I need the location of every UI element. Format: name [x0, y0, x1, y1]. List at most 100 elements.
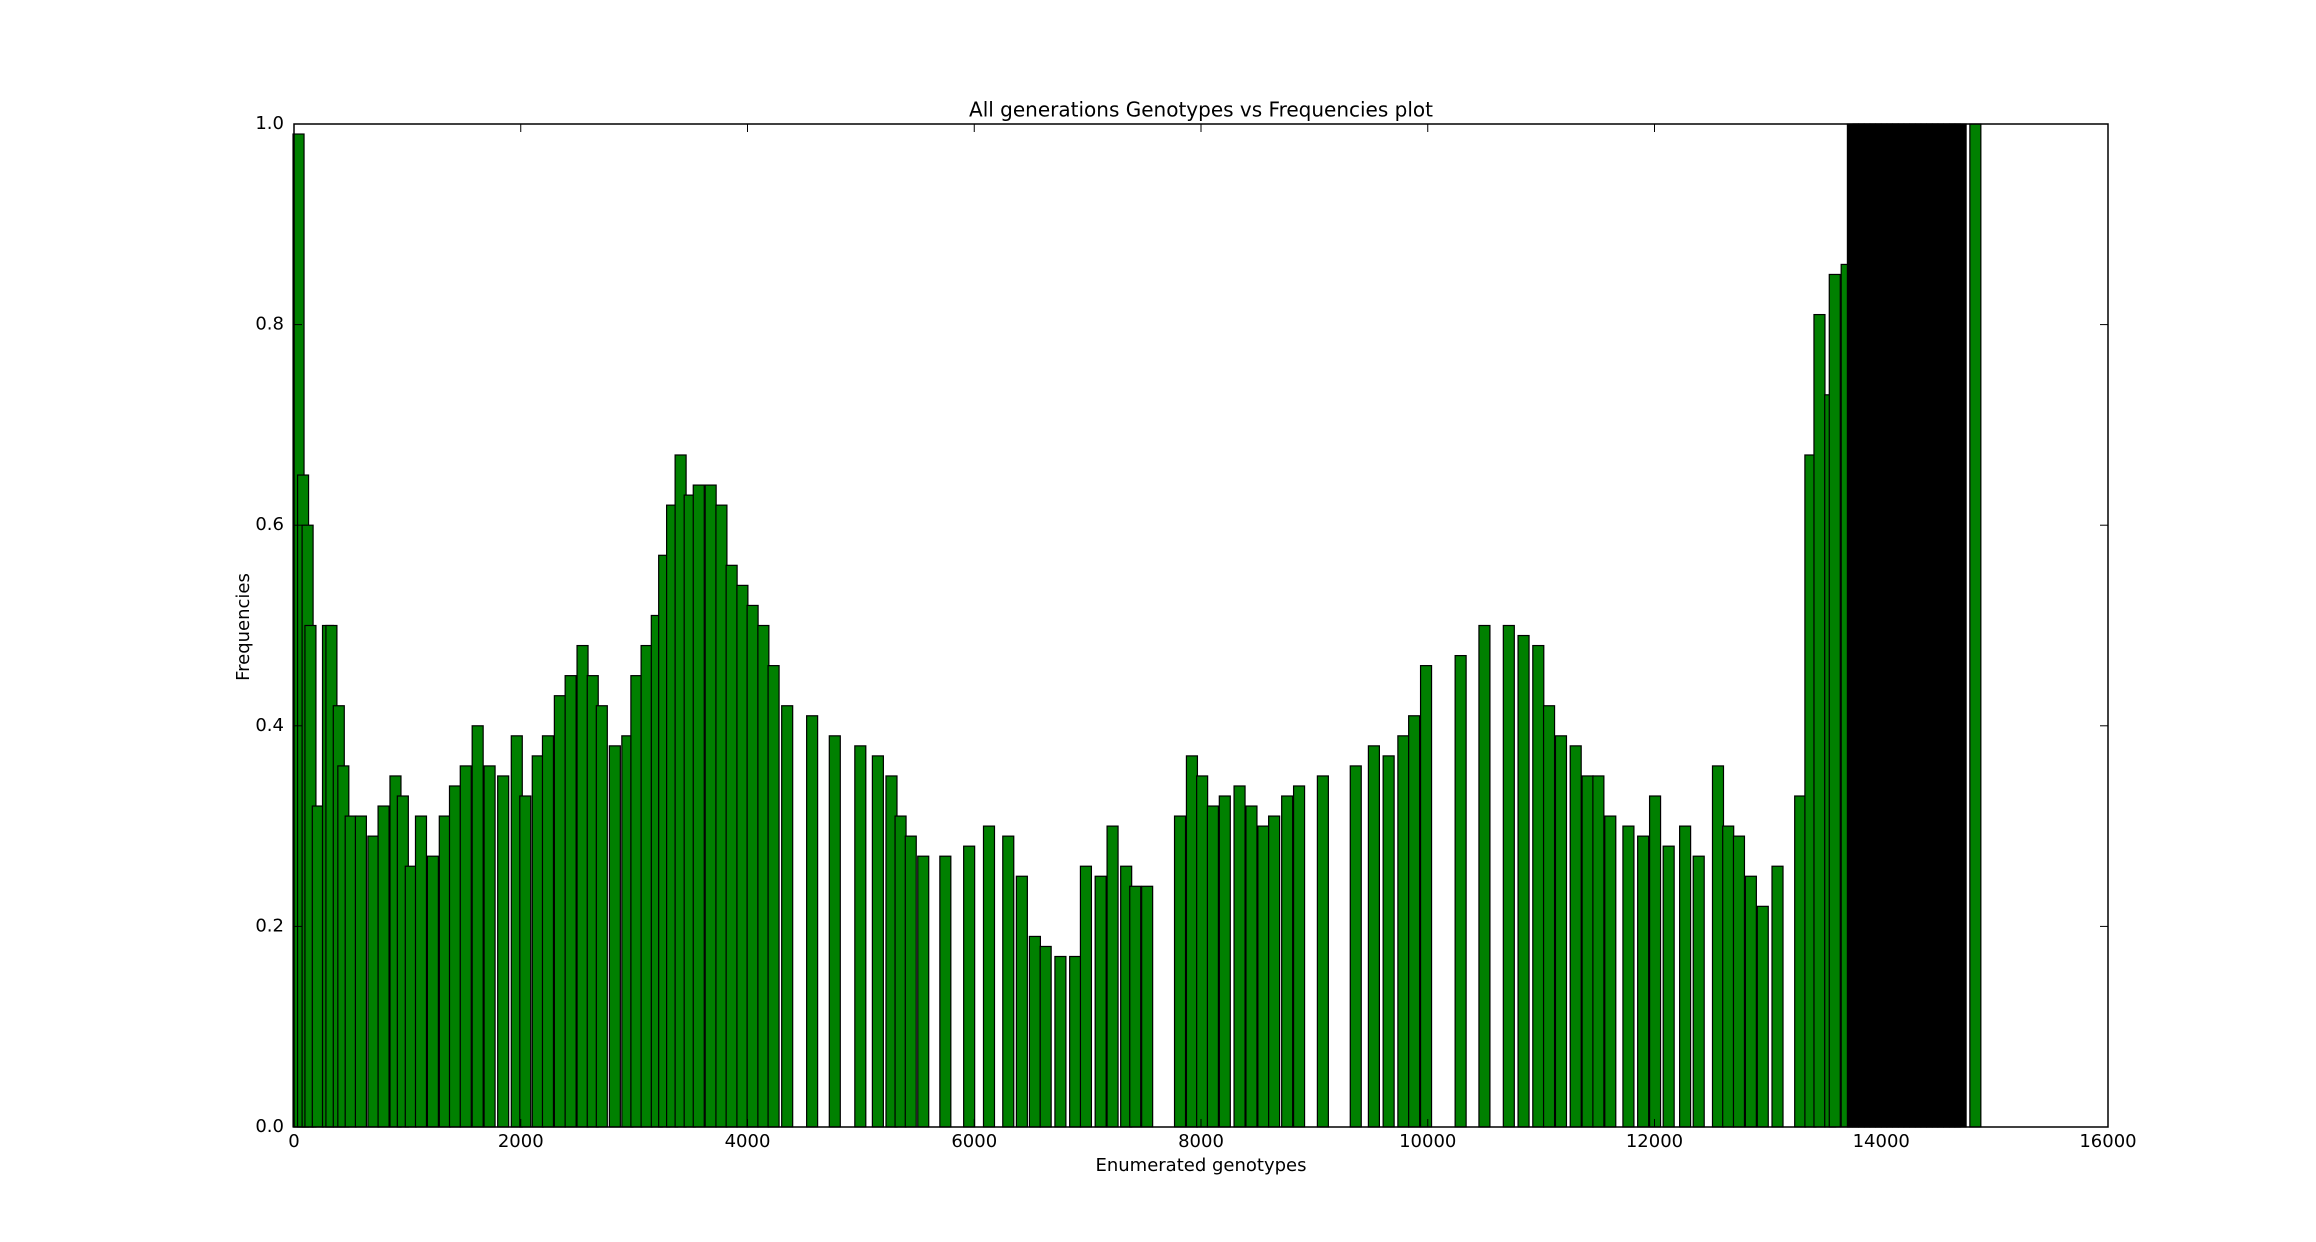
bar — [1173, 815, 1187, 1128]
bar — [1517, 634, 1530, 1128]
bar — [854, 745, 867, 1128]
bar — [704, 484, 717, 1128]
x-tick-label: 16000 — [2079, 1131, 2136, 1152]
bar — [1281, 795, 1294, 1128]
bar — [1069, 955, 1082, 1128]
bar — [1679, 825, 1692, 1128]
bar — [1722, 825, 1735, 1128]
bar — [311, 805, 324, 1128]
y-tick-label: 1.0 — [255, 113, 284, 134]
bar — [1771, 865, 1784, 1128]
bar — [1622, 825, 1635, 1128]
bar — [1581, 775, 1594, 1128]
bar — [1106, 825, 1119, 1128]
bar — [1813, 313, 1826, 1128]
bar — [1662, 845, 1675, 1128]
bar — [982, 825, 996, 1128]
bar — [1039, 945, 1052, 1128]
bar — [354, 815, 367, 1128]
bar — [1554, 735, 1568, 1128]
bar — [1316, 775, 1329, 1128]
bar — [553, 695, 566, 1128]
bar — [1732, 835, 1746, 1128]
y-axis-label: Frequencies — [233, 573, 254, 681]
bar — [917, 855, 930, 1128]
x-tick-label: 4000 — [725, 1131, 771, 1152]
bar — [576, 644, 589, 1128]
bar — [1141, 885, 1154, 1128]
bar — [757, 624, 770, 1128]
bar — [519, 795, 532, 1128]
bar — [377, 805, 390, 1128]
bar — [531, 755, 544, 1128]
bar — [1454, 654, 1467, 1128]
bar — [871, 755, 884, 1128]
x-tick-label: 10000 — [1399, 1131, 1456, 1152]
x-axis-label: Enumerated genotypes — [1095, 1155, 1306, 1176]
bar — [438, 815, 451, 1128]
bar — [1257, 825, 1270, 1128]
bar — [904, 835, 917, 1128]
x-tick-label: 8000 — [1178, 1131, 1224, 1152]
y-tick-label: 0.6 — [255, 514, 284, 535]
y-tick-label: 0.4 — [255, 715, 284, 736]
bar — [1094, 875, 1107, 1128]
bar — [1532, 644, 1545, 1128]
bar — [1569, 745, 1582, 1128]
y-tick-label: 0.8 — [255, 314, 284, 335]
x-tick-label: 12000 — [1626, 1131, 1683, 1152]
bar — [404, 865, 417, 1128]
bar — [448, 785, 462, 1128]
bar — [1397, 735, 1410, 1128]
bar — [1079, 865, 1093, 1128]
chart-title: All generations Genotypes vs Frequencies… — [969, 98, 1433, 122]
bar — [1268, 815, 1281, 1128]
bar — [367, 835, 380, 1128]
bar — [1756, 905, 1769, 1128]
bar — [828, 735, 841, 1128]
bar — [1196, 775, 1209, 1128]
bar — [414, 815, 428, 1128]
bar — [1233, 785, 1246, 1128]
bar — [426, 855, 439, 1128]
bar — [541, 735, 555, 1128]
bar — [1794, 795, 1807, 1128]
bar — [1129, 885, 1142, 1128]
bar — [1185, 755, 1199, 1128]
bar — [767, 665, 780, 1128]
x-tick-label: 6000 — [951, 1131, 997, 1152]
bar — [1692, 855, 1705, 1128]
bar — [806, 715, 819, 1128]
bar — [781, 705, 794, 1128]
bar — [1711, 765, 1725, 1128]
bar — [1002, 835, 1015, 1128]
bar — [1292, 785, 1306, 1128]
x-tick-label: 0 — [288, 1131, 299, 1152]
bar — [1954, 123, 1967, 1128]
bar — [595, 705, 608, 1128]
bar — [1245, 805, 1258, 1128]
bar — [1218, 795, 1231, 1128]
bar — [1592, 775, 1605, 1128]
bar — [736, 584, 749, 1128]
bar — [1744, 875, 1757, 1128]
bar — [640, 644, 653, 1128]
bar — [1969, 123, 1982, 1128]
y-tick-label: 0.0 — [255, 1116, 284, 1137]
bar — [1478, 624, 1491, 1128]
bar — [1367, 745, 1380, 1128]
bar — [746, 604, 759, 1128]
bar — [459, 765, 472, 1128]
bar — [1637, 835, 1650, 1128]
bar — [1408, 715, 1421, 1128]
bar — [1015, 875, 1028, 1128]
bar — [692, 484, 705, 1128]
y-tick-label: 0.2 — [255, 915, 284, 936]
bar — [1604, 815, 1617, 1128]
bar — [564, 675, 577, 1128]
bar — [471, 725, 484, 1128]
bar — [1028, 935, 1042, 1128]
bar — [715, 504, 728, 1128]
